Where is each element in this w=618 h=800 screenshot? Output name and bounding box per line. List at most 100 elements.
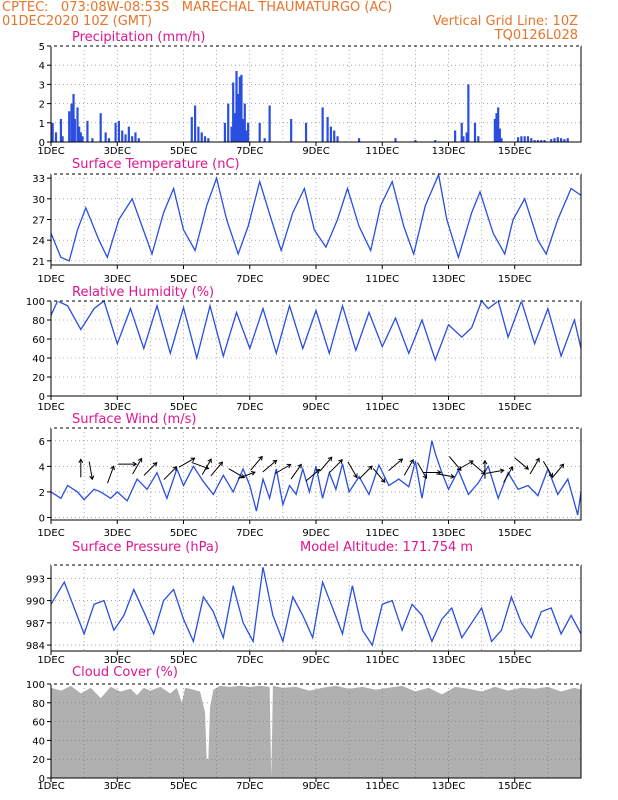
precip-bar [86,120,89,142]
panel-5: 0 20 40 60 80 100 1DEC 3DEC 5DEC 7DEC 9DEC 11DEC 13D… [26,665,582,792]
precip-bar [99,113,102,142]
y-tick-label: 100 [26,680,45,691]
header-model-id: TQ0126L028 [494,28,578,43]
wind-arrow [503,466,514,483]
wind-arrow [237,471,256,479]
x-tick-label: 9DEC [302,781,329,792]
wind-arrow [347,461,358,478]
wind-arrow [388,458,403,471]
precip-bar [203,136,207,142]
precip-bar [467,84,470,142]
wind-arrow-head [272,459,278,465]
header-title: CPTEC: 073:08W-08:53S MARECHAL THAUMATUR… [2,0,393,15]
wind-arrow [319,456,333,472]
wind-arrow-head [380,478,386,483]
precip-bar [70,103,73,142]
x-tick-label: 5DEC [170,528,197,539]
wind-arrow-head [172,466,178,471]
wind-arrow-head [250,470,256,476]
wind-arrow-head [524,465,530,470]
wind-arrow-head [548,472,553,478]
y-tick-label: 30 [32,195,45,206]
wind-arrow-head [110,465,115,471]
precip-bar [235,70,238,142]
x-tick-label: 9DEC [302,528,329,539]
x-tick-label: 3DEC [104,655,131,666]
panel-1: 21 24 27 30 33 1DEC 3DEC 5DEC 7DEC 9DEC 11DEC 13DEC… [32,157,582,285]
precip-bar [477,136,480,142]
x-tick-label: 1DEC [37,402,64,413]
y-tick-label: 24 [32,236,45,247]
header-grid-line: Vertical Grid Line: 10Z [432,14,578,29]
x-tick-label: 5DEC [170,402,197,413]
precip-bar [240,74,243,142]
precip-bar [190,117,193,142]
wind-arrow [250,456,263,471]
precip-bar [553,138,556,142]
wind-arrow-head [315,468,321,474]
precip-bar [246,122,250,142]
precip-bar [114,122,117,142]
wind-arrow [329,459,343,473]
series-line [50,298,582,362]
wind-arrows [78,455,565,484]
x-tick-label: 3DEC [104,402,131,413]
y-tick-label: 21 [32,257,45,268]
wind-arrow-head [89,475,95,481]
y-tick-label: 100 [26,297,45,308]
panel-title: Surface Temperature (nC) [72,157,240,172]
x-tick-label: 11DEC [365,655,399,666]
wind-arrow-head [137,457,143,463]
x-tick-label: 13DEC [432,274,466,285]
wind-arrow [417,462,427,479]
precip-bar [516,137,520,142]
panel-3: 0 2 4 6 1DEC 3DEC 5DEC 7DEC 9DEC 11DEC 13DEC 15DEC S… [37,412,582,539]
precip-bar [131,136,134,142]
precip-bar [237,94,240,142]
wind-arrow [551,463,564,479]
x-tick-label: 11DEC [365,528,399,539]
precip-bar [563,139,566,142]
x-tick-label: 15DEC [498,655,532,666]
panel-title: Cloud Cover (%) [72,665,178,680]
y-tick-label: 4 [39,462,45,473]
wind-arrow-head [218,461,224,467]
wind-arrow [262,460,277,473]
wind-arrow [107,465,115,484]
series-line [50,567,582,647]
x-tick-label: 3DEC [104,146,131,157]
precip-bar [454,130,457,142]
precip-bar [520,136,523,142]
panel-frame [50,427,582,521]
y-tick-label: 60 [32,718,45,729]
x-tick-label: 11DEC [365,781,399,792]
x-tick-label: 11DEC [365,402,399,413]
precip-bar [124,134,127,142]
x-tick-label: 7DEC [236,274,263,285]
x-tick-label: 7DEC [236,781,263,792]
x-tick-label: 1DEC [37,781,64,792]
y-tick-label: 4 [39,61,45,72]
precip-bar [321,107,324,142]
precip-bar [414,140,417,142]
y-tick-label: 6 [39,437,45,448]
wind-arrow [514,457,529,470]
precip-bar [200,132,203,142]
y-tick-label: 80 [32,699,45,710]
wind-arrow-head [152,461,158,467]
precip-bar [543,140,546,142]
precip-bar [197,126,200,142]
x-tick-label: 11DEC [365,146,399,157]
wind-arrow [542,460,553,478]
wind-arrow-head [499,468,505,474]
wind-arrow-head [450,473,456,479]
precip-bar [76,107,79,142]
y-tick-label: 2 [39,100,45,111]
precip-bar [533,140,536,142]
wind-arrow-head [353,473,358,479]
wind-arrow-head [482,459,488,465]
wind-arrow [305,469,320,482]
precip-bar [72,94,75,142]
y-tick-label: 33 [32,174,45,185]
precip-bar [357,138,361,142]
